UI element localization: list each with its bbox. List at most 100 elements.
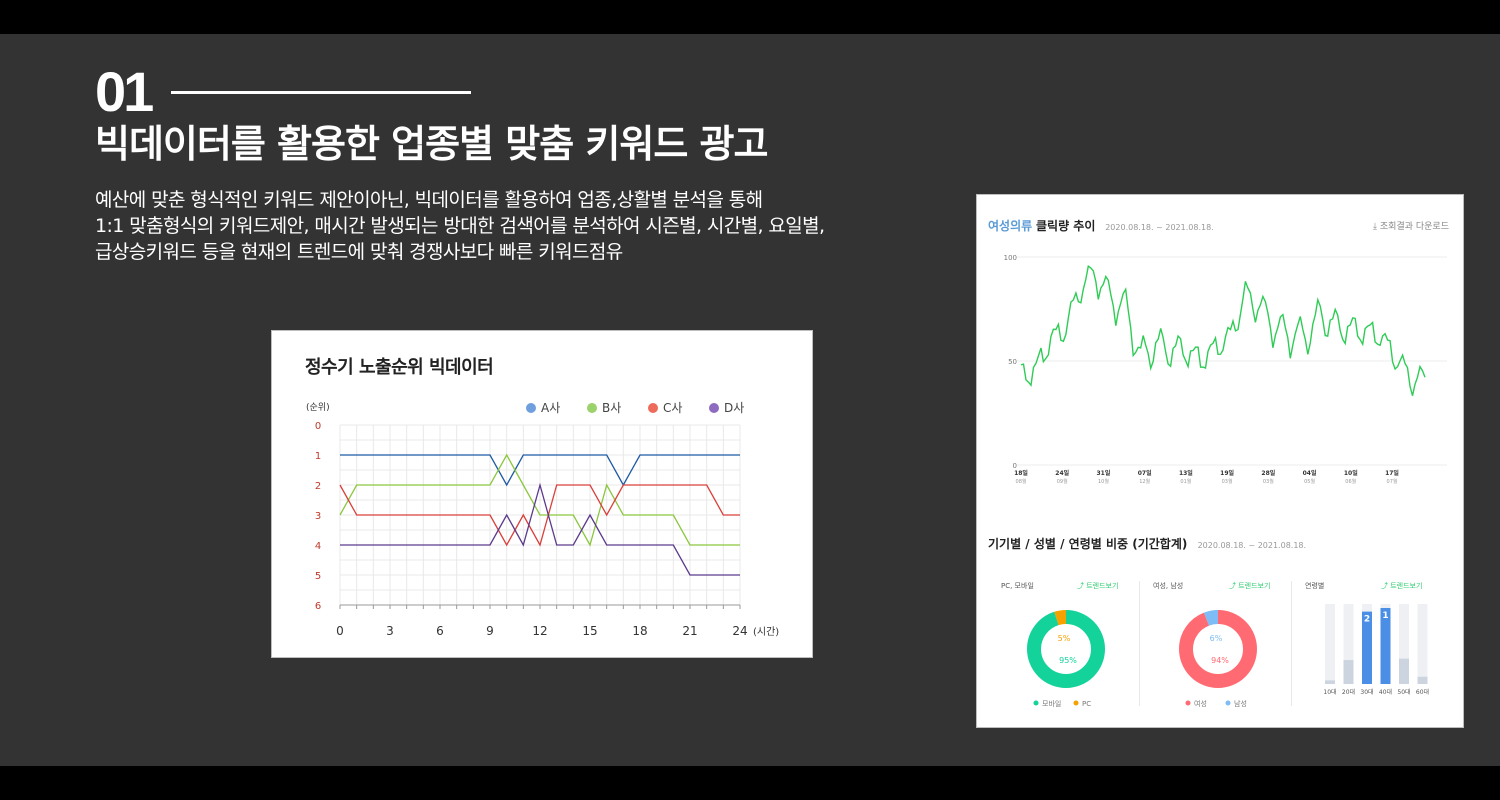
breakdown-header: 기기별 / 성별 / 연령별 비중 (기간합계) 2020.08.18. ~ 2… <box>988 535 1306 552</box>
y-axis-label: (순위) <box>306 402 330 413</box>
column-divider <box>1291 581 1292 706</box>
y-tick-label: 2 <box>315 481 321 492</box>
x-tick-label: 28일 <box>1261 469 1275 477</box>
x-tick-label: 31일 <box>1097 469 1111 477</box>
legend-dot <box>526 402 536 413</box>
gender-donut-slice <box>1179 610 1257 688</box>
trend-title: 클릭량 추이 <box>1036 219 1096 233</box>
series-line-c <box>339 484 740 547</box>
gender-donut-minor-value: 6% <box>1210 634 1223 643</box>
x-tick-sublabel: 09월 <box>1057 478 1068 485</box>
gender-subtitle: 여성, 남성 <box>1153 582 1184 590</box>
y-tick-label: 4 <box>315 541 321 552</box>
x-tick-sublabel: 05월 <box>1304 478 1315 485</box>
gender-donut-legend-dot <box>1185 700 1191 706</box>
description-line: 1:1 맞춤형식의 키워드제안, 매시간 발생되는 방대한 검색어를 분석하여 … <box>95 215 825 237</box>
y-tick-label: 100 <box>1004 254 1017 262</box>
legend-label: D사 <box>724 401 745 415</box>
rank-chart-card: 정수기 노출순위 빅데이터 A사 B사 C사 D사 0 1 2 3 4 5 6 0 3 6 9 12 1… <box>271 330 813 658</box>
age-bar <box>1399 658 1409 684</box>
gender-trend-link[interactable]: ⤴ 트렌드보기 <box>1229 582 1271 590</box>
device-donut-legend-label: PC <box>1082 700 1091 708</box>
description-line: 예산에 맞춘 형식적인 키워드 제안이아닌, 빅데이터를 활용하여 업종,상활별… <box>95 189 763 211</box>
x-tick-sublabel: 01월 <box>1180 478 1191 485</box>
x-tick-label: 12 <box>532 624 547 638</box>
gender-donut-slice <box>1179 610 1257 688</box>
age-category-label: 30대 <box>1360 688 1373 696</box>
x-tick-label: 24 <box>732 624 747 638</box>
rank-chart-title: 정수기 노출순위 빅데이터 <box>305 357 494 378</box>
legend-label: C사 <box>663 401 683 415</box>
x-tick-label: 18일 <box>1014 469 1028 477</box>
x-tick-label: 24일 <box>1055 469 1069 477</box>
y-tick-label: 1 <box>315 451 321 462</box>
x-tick-label: 9 <box>486 624 494 638</box>
x-tick-sublabel: 03월 <box>1263 478 1274 485</box>
x-tick-sublabel: 08월 <box>1016 478 1027 485</box>
click-trend-chart: 10050018일08월24일09월31일10월07일12월13일01월19일0… <box>1004 254 1447 485</box>
x-tick-label: 3 <box>386 624 394 638</box>
age-bar <box>1417 676 1428 684</box>
section-number: 01 <box>95 60 154 123</box>
age-bar-track <box>1325 604 1335 684</box>
y-tick-label: 50 <box>1008 358 1017 366</box>
age-bar-track <box>1343 604 1354 684</box>
age-category-label: 50대 <box>1397 688 1410 696</box>
x-tick-label: 0 <box>336 624 344 638</box>
legend-dot <box>709 402 719 413</box>
legend-item-a: A사 <box>526 399 560 416</box>
trend-date-range: 2020.08.18. ~ 2021.08.18. <box>1105 223 1214 232</box>
y-tick-label: 0 <box>1013 462 1017 470</box>
breakdown-date-range: 2020.08.18. ~ 2021.08.18. <box>1197 541 1307 550</box>
age-bar-track <box>1417 604 1428 684</box>
age-bar-track <box>1399 604 1409 684</box>
x-tick-label: 15 <box>582 624 597 638</box>
x-tick-label: 6 <box>436 624 444 638</box>
series-line-b <box>339 453 740 547</box>
x-tick-label: 13일 <box>1179 469 1193 477</box>
y-tick-label: 5 <box>315 571 321 582</box>
title-rule <box>171 91 471 94</box>
y-tick-label: 3 <box>315 511 321 522</box>
y-tick-label: 0 <box>315 421 321 432</box>
age-rank-label: 2 <box>1364 615 1370 625</box>
age-category-label: 20대 <box>1342 688 1355 696</box>
age-trend-link[interactable]: ⤴ 트렌드보기 <box>1381 582 1423 590</box>
device-trend-link[interactable]: ⤴ 트렌드보기 <box>1077 582 1119 590</box>
x-tick-sublabel: 03월 <box>1222 478 1233 485</box>
x-tick-label: 17일 <box>1385 469 1399 477</box>
trend-card: 여성의류 클릭량 추이 2020.08.18. ~ 2021.08.18. ⤓ … <box>976 194 1464 728</box>
series-line-d <box>340 482 740 576</box>
gender-donut-major-value: 94% <box>1211 656 1229 665</box>
age-rank-label: 1 <box>1382 611 1388 621</box>
device-donut-legend-dot <box>1073 700 1079 706</box>
device-subtitle: PC, 모바일 <box>1001 582 1034 590</box>
age-bar <box>1325 680 1335 684</box>
slide: 01 빅데이터를 활용한 업종별 맞춤 키워드 광고 예산에 맞춘 형식적인 키… <box>0 34 1500 766</box>
x-tick-sublabel: 12월 <box>1139 478 1150 485</box>
x-tick-label: 19일 <box>1220 469 1234 477</box>
x-axis-label: (시간) <box>753 626 779 638</box>
age-category-label: 60대 <box>1416 688 1429 696</box>
x-tick-label: 21 <box>682 624 697 638</box>
y-tick-label: 6 <box>315 601 321 612</box>
description-line: 급상승키워드 등을 현재의 트렌드에 맞춰 경쟁사보다 빠른 키워드점유 <box>95 241 623 263</box>
device-donut-major-value: 95% <box>1059 656 1077 665</box>
legend-dot <box>648 402 658 413</box>
age-subtitle: 연령별 <box>1305 582 1325 590</box>
gender-donut-legend-label: 여성 <box>1194 699 1207 708</box>
device-donut-slice <box>1027 610 1105 688</box>
x-tick-label: 07일 <box>1138 469 1152 477</box>
legend-item-d: D사 <box>709 399 744 416</box>
slide-description: 예산에 맞춘 형식적인 키워드 제안이아닌, 빅데이터를 활용하여 업종,상활별… <box>95 187 825 265</box>
age-bar-track <box>1380 604 1391 684</box>
age-bar <box>1343 660 1354 684</box>
slide-title: 빅데이터를 활용한 업종별 맞춤 키워드 광고 <box>95 122 768 166</box>
gender-donut-legend-dot <box>1225 700 1231 706</box>
legend-label: B사 <box>602 401 622 415</box>
legend-item-c: C사 <box>648 399 682 416</box>
trend-line <box>1020 265 1426 396</box>
download-link[interactable]: ⤓ 조회결과 다운로드 <box>1373 222 1449 232</box>
x-tick-sublabel: 10월 <box>1098 478 1109 485</box>
trend-keyword: 여성의류 <box>988 219 1033 233</box>
